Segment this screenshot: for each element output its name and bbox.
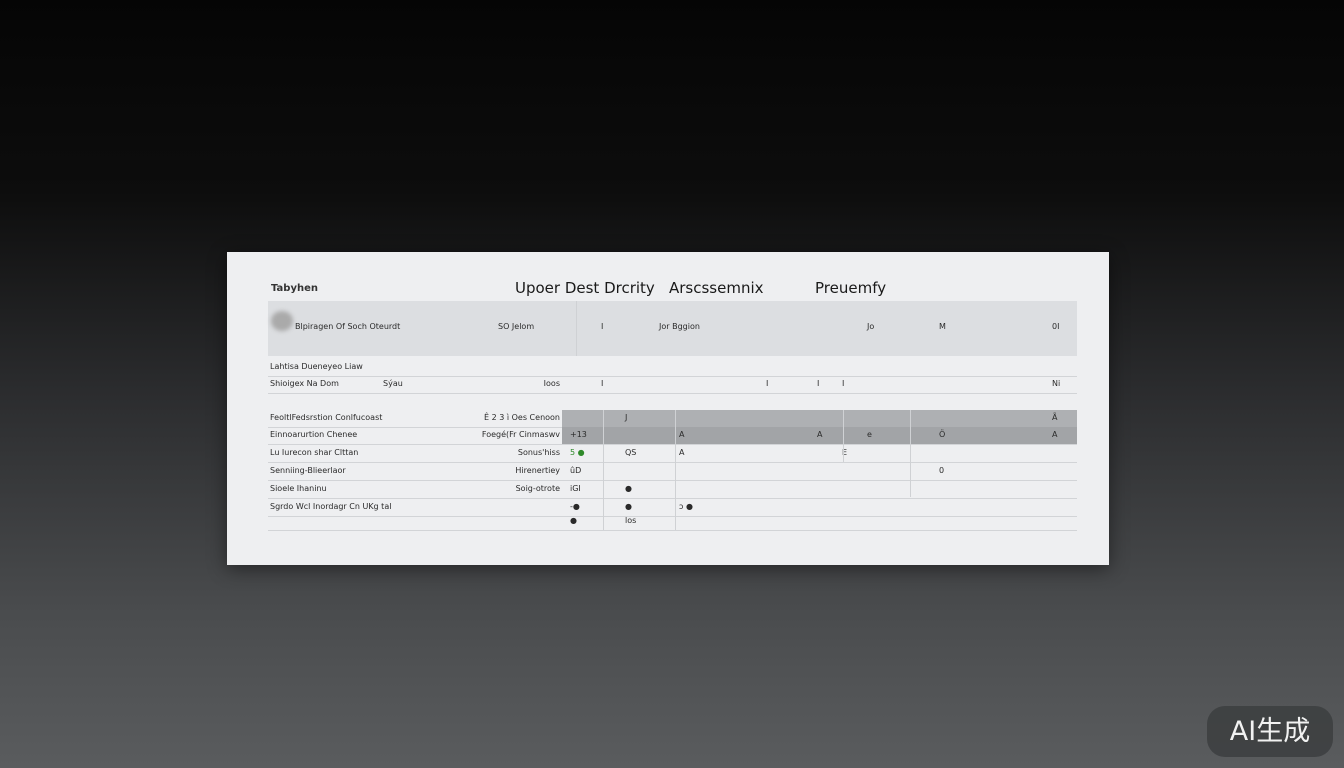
table-cell: Sonus'hiss bbox=[517, 448, 560, 457]
table-cell: Soig-otrote bbox=[515, 484, 560, 493]
table-cell: A bbox=[1052, 430, 1058, 439]
table-title-part-1: Upoer Dest Drcrity bbox=[515, 279, 655, 297]
table-cell: iGI bbox=[570, 484, 581, 493]
table-cell: QS bbox=[625, 448, 637, 457]
table-row[interactable]: Sgrdo Wcl Inordagr Cn UKg tal -● ● ɔ ● bbox=[268, 499, 1077, 517]
table-row[interactable]: Senniing-Blieerlaor Hirenertiey ûD 0 bbox=[268, 463, 1077, 481]
table-title-part-2: Arscssemnix bbox=[669, 279, 764, 297]
table-row[interactable]: FeoltlFedsrstion Conlfucoast Ê 2 3 ì Oes … bbox=[268, 410, 1077, 428]
table-cell: ɔ ● bbox=[679, 502, 693, 511]
table-cell: 0 bbox=[939, 466, 945, 475]
table-cell: Ã bbox=[1052, 413, 1058, 422]
table-header-row: Blpiragen Of Soch Oteurdt SO Jelom I Jor Bg… bbox=[268, 301, 1077, 356]
row-highlight-band bbox=[562, 427, 1077, 444]
table-cell: e bbox=[867, 430, 872, 439]
table-cell: ûD bbox=[570, 466, 582, 475]
table-cell: Hirenertiey bbox=[515, 466, 560, 475]
table-cell: Sioele Ihaninu bbox=[270, 484, 327, 493]
table-row[interactable]: Lu Iurecon shar Clttan Sonus'hiss 5 ● QS A E bbox=[268, 445, 1077, 463]
table-cell: 5 ● bbox=[570, 448, 585, 457]
table-row[interactable]: Einnoarurtion Chenee Foegé(Fr Cinmaswv +13… bbox=[268, 427, 1077, 445]
table-cell: A bbox=[817, 430, 823, 439]
table-cell: Einnoarurtion Chenee bbox=[270, 430, 358, 439]
table-cell: A bbox=[679, 430, 685, 439]
header-band bbox=[268, 301, 1077, 356]
ai-generated-watermark: AI生成 bbox=[1207, 706, 1333, 757]
table-row[interactable]: Lahtisa Dueneyeo Liaw bbox=[268, 359, 1077, 377]
row-highlight-band bbox=[562, 410, 1077, 427]
table-cell: ● bbox=[625, 484, 632, 493]
table-cell: A bbox=[679, 448, 685, 457]
table-title-part-3: Preuemfy bbox=[815, 279, 887, 297]
table-label: Tabyhen bbox=[271, 283, 318, 294]
table-cell: I bbox=[842, 379, 845, 388]
table-cell: Sýau bbox=[383, 379, 403, 388]
header-cell: I bbox=[601, 322, 604, 331]
assessment-table-panel: Tabyhen Upoer Dest Drcrity Arscssemnix P… bbox=[227, 252, 1109, 565]
table-cell: Ê 2 3 ì Oes Cenoon bbox=[484, 413, 560, 422]
table-cell: E bbox=[842, 448, 848, 457]
table-cell: Lu Iurecon shar Clttan bbox=[270, 448, 359, 457]
table-cell: Sgrdo Wcl Inordagr Cn UKg tal bbox=[270, 502, 392, 511]
header-cell: Jo bbox=[867, 322, 875, 331]
table-cell: Ö bbox=[939, 430, 946, 439]
header-cell: M bbox=[939, 322, 946, 331]
table-cell: Senniing-Blieerlaor bbox=[270, 466, 346, 475]
table-row[interactable]: Shioigex Na Dom Sýau Ioos I I I I Ni bbox=[268, 376, 1077, 394]
table-cell: Ni bbox=[1052, 379, 1061, 388]
table-cell: +13 bbox=[570, 430, 587, 439]
header-cell: 0I bbox=[1052, 322, 1060, 331]
table-cell: Ioos bbox=[543, 379, 560, 388]
table-cell: ● bbox=[625, 502, 632, 511]
header-cell: SO Jelom bbox=[498, 322, 535, 331]
header-cell: Blpiragen Of Soch Oteurdt bbox=[295, 322, 401, 331]
table-cell: I bbox=[766, 379, 769, 388]
table-cell: I bbox=[601, 379, 604, 388]
header-cell: Jor Bggion bbox=[659, 322, 700, 331]
table-cell: ● bbox=[570, 516, 577, 525]
table-cell: Lahtisa Dueneyeo Liaw bbox=[270, 362, 363, 371]
table-cell: Shioigex Na Dom bbox=[270, 379, 339, 388]
table-cell: J bbox=[625, 413, 628, 422]
table-cell: los bbox=[625, 516, 637, 525]
table-cell: FeoltlFedsrstion Conlfucoast bbox=[270, 413, 383, 422]
table-cell: Foegé(Fr Cinmaswv bbox=[481, 430, 560, 439]
table-row[interactable]: Sioele Ihaninu Soig-otrote iGI ● bbox=[268, 481, 1077, 499]
header-avatar-icon bbox=[271, 311, 293, 331]
table-cell: I bbox=[817, 379, 820, 388]
table-row[interactable]: ● los bbox=[268, 513, 1077, 531]
table-cell: -● bbox=[570, 502, 580, 511]
